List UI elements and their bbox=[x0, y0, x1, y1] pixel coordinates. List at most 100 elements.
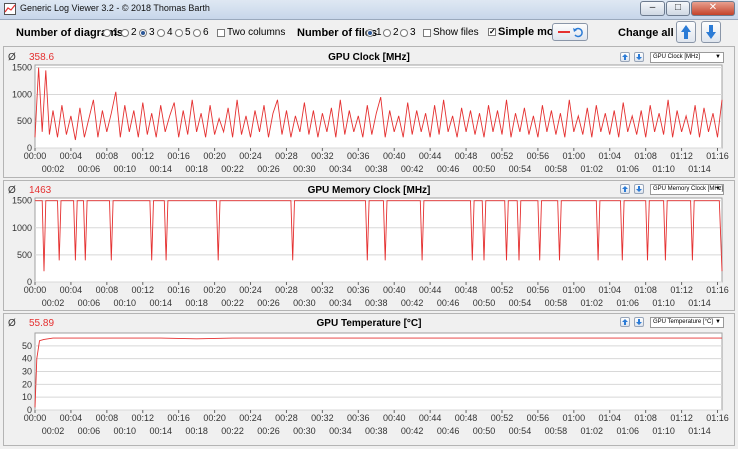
move-up-button[interactable] bbox=[620, 317, 630, 327]
app-icon bbox=[4, 3, 16, 15]
x-tick-label: 00:20 bbox=[203, 413, 226, 423]
gpu-clock-chart: 0 500 1000 1500 00:00 00:04 00:08 00:12 00:16 00:… bbox=[12, 63, 729, 174]
x-tick-label: 00:44 bbox=[419, 285, 442, 295]
x-tick-label: 01:00 bbox=[563, 151, 586, 161]
x-tick-label: 00:14 bbox=[149, 298, 172, 308]
checkmark-icon: ✓ bbox=[488, 27, 496, 36]
x-tick-label: 00:04 bbox=[60, 151, 83, 161]
y-tick-label: 10 bbox=[22, 392, 32, 402]
x-tick-label: 00:00 bbox=[24, 285, 47, 295]
file-option-3[interactable]: 3 bbox=[400, 27, 416, 38]
x-tick-label: 01:12 bbox=[670, 285, 693, 295]
chevron-down-icon: ▼ bbox=[715, 319, 721, 325]
x-tick-label: 01:06 bbox=[616, 164, 639, 174]
x-tick-label: 00:40 bbox=[383, 413, 406, 423]
x-tick-label: 01:02 bbox=[581, 426, 604, 436]
x-tick-label: 00:10 bbox=[114, 426, 137, 436]
chevron-down-icon: ▼ bbox=[715, 186, 721, 192]
diagram-option-5[interactable]: 5 bbox=[175, 27, 191, 38]
average-value: 358.6 bbox=[29, 52, 55, 63]
average-symbol: Ø bbox=[8, 52, 16, 63]
line-style-icon bbox=[558, 27, 583, 38]
x-tick-label: 01:16 bbox=[706, 151, 729, 161]
y-tick-label: 1000 bbox=[12, 89, 32, 99]
move-down-button[interactable] bbox=[634, 184, 644, 194]
arrow-down-icon bbox=[636, 186, 642, 192]
minimize-button[interactable]: – bbox=[640, 1, 665, 16]
x-tick-label: 00:46 bbox=[437, 298, 460, 308]
move-up-button[interactable] bbox=[620, 52, 630, 62]
arrow-up-icon bbox=[622, 186, 628, 192]
file-option-1[interactable]: 1 bbox=[366, 27, 382, 38]
x-tick-label: 00:00 bbox=[24, 413, 47, 423]
simple-mode-checkbox[interactable]: ✓ Simple mode bbox=[488, 26, 567, 38]
move-down-button[interactable] bbox=[634, 317, 644, 327]
radio-selected-icon bbox=[366, 28, 374, 37]
x-tick-label: 00:06 bbox=[78, 164, 101, 174]
x-tick-label: 00:04 bbox=[60, 285, 83, 295]
change-all-label: Change all bbox=[618, 27, 674, 39]
x-tick-label: 00:14 bbox=[149, 426, 172, 436]
radio-icon bbox=[121, 28, 129, 37]
x-tick-label: 00:06 bbox=[78, 298, 101, 308]
x-tick-label: 00:26 bbox=[257, 426, 280, 436]
move-up-all-button[interactable] bbox=[676, 21, 696, 43]
radio-icon bbox=[193, 28, 201, 37]
x-tick-label: 01:02 bbox=[581, 298, 604, 308]
radio-icon bbox=[103, 28, 111, 37]
x-tick-label: 00:00 bbox=[24, 151, 47, 161]
x-tick-label: 00:42 bbox=[401, 298, 424, 308]
metric-select[interactable]: GPU Memory Clock [MHz] ▼ bbox=[650, 184, 724, 195]
x-tick-label: 00:32 bbox=[311, 151, 334, 161]
x-tick-label: 00:54 bbox=[509, 426, 532, 436]
maximize-button[interactable]: □ bbox=[666, 1, 690, 16]
two-columns-checkbox[interactable]: Two columns bbox=[217, 27, 285, 38]
files-label: Number of files bbox=[297, 27, 378, 39]
x-tick-label: 00:08 bbox=[96, 285, 119, 295]
metric-select[interactable]: GPU Temperature [°C] ▼ bbox=[650, 317, 724, 328]
diagram-option-4[interactable]: 4 bbox=[157, 27, 173, 38]
y-tick-label: 1500 bbox=[12, 63, 32, 73]
y-tick-label: 50 bbox=[22, 341, 32, 351]
x-tick-label: 00:52 bbox=[491, 413, 514, 423]
diagram-option-6[interactable]: 6 bbox=[193, 27, 209, 38]
x-tick-label: 00:12 bbox=[131, 285, 154, 295]
line-style-button[interactable] bbox=[552, 23, 588, 41]
x-tick-label: 00:50 bbox=[473, 164, 496, 174]
x-tick-label: 01:04 bbox=[598, 413, 621, 423]
x-tick-label: 00:32 bbox=[311, 285, 334, 295]
x-tick-label: 00:30 bbox=[293, 164, 316, 174]
y-tick-label: 1000 bbox=[12, 223, 32, 233]
x-tick-label: 00:34 bbox=[329, 164, 352, 174]
show-files-checkbox[interactable]: Show files bbox=[423, 27, 479, 38]
x-tick-label: 00:36 bbox=[347, 151, 370, 161]
x-tick-label: 01:14 bbox=[688, 164, 711, 174]
metric-select[interactable]: GPU Clock [MHz] ▼ bbox=[650, 52, 724, 63]
x-tick-label: 01:16 bbox=[706, 285, 729, 295]
x-tick-label: 01:00 bbox=[563, 413, 586, 423]
diagram-option-1[interactable]: 1 bbox=[103, 27, 119, 38]
x-tick-label: 01:10 bbox=[652, 426, 675, 436]
x-tick-label: 00:16 bbox=[167, 413, 190, 423]
move-up-button[interactable] bbox=[620, 184, 630, 194]
y-tick-label: 40 bbox=[22, 354, 32, 364]
move-down-all-button[interactable] bbox=[701, 21, 721, 43]
move-down-button[interactable] bbox=[634, 52, 644, 62]
y-tick-label: 1500 bbox=[12, 196, 32, 206]
diagram-option-2[interactable]: 2 bbox=[121, 27, 137, 38]
arrow-down-icon bbox=[706, 25, 716, 39]
close-button[interactable]: ✕ bbox=[691, 1, 735, 16]
diagram-option-3[interactable]: 3 bbox=[139, 27, 155, 38]
x-tick-label: 01:04 bbox=[598, 151, 621, 161]
chart-title: GPU Clock [MHz] bbox=[328, 52, 410, 63]
file-option-2[interactable]: 2 bbox=[383, 27, 399, 38]
x-tick-label: 01:06 bbox=[616, 298, 639, 308]
x-tick-label: 00:46 bbox=[437, 164, 460, 174]
x-tick-label: 00:40 bbox=[383, 285, 406, 295]
checkbox-icon bbox=[217, 28, 225, 37]
arrow-up-icon bbox=[681, 25, 691, 39]
x-tick-label: 00:58 bbox=[545, 298, 568, 308]
arrow-up-icon bbox=[622, 319, 628, 325]
x-tick-label: 00:34 bbox=[329, 298, 352, 308]
series-line bbox=[34, 337, 722, 408]
